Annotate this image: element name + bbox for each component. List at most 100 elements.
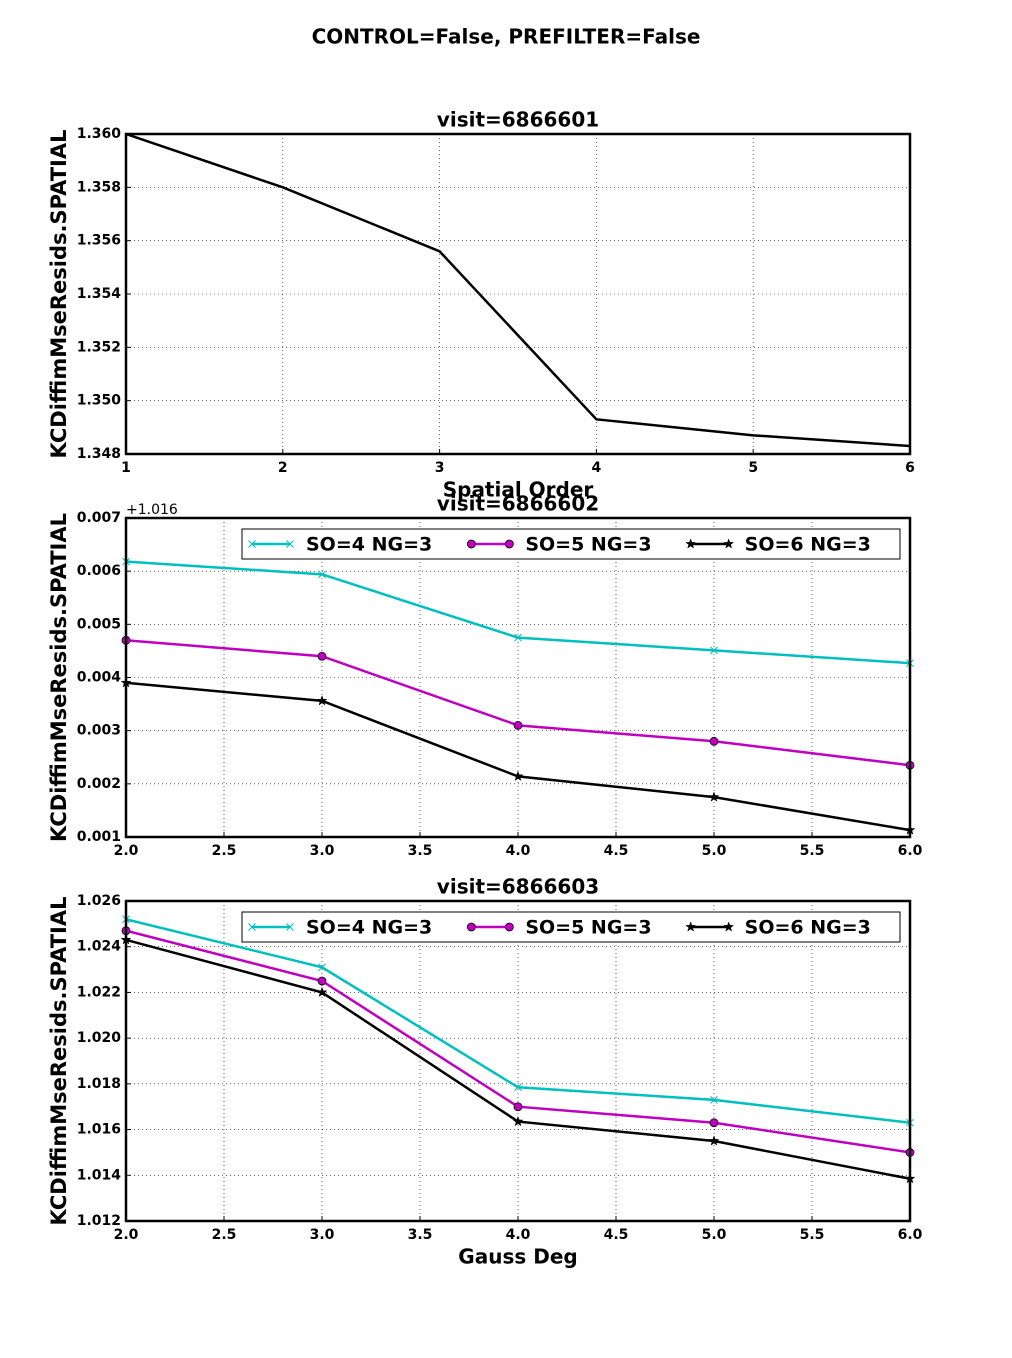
- x-tick-label: 5: [748, 460, 758, 476]
- marker: [316, 986, 328, 998]
- marker: [708, 1135, 720, 1146]
- marker: [504, 539, 514, 549]
- marker: [709, 1118, 719, 1128]
- x-tick-label: 2.0: [114, 843, 139, 859]
- series-line: [126, 134, 910, 448]
- x-axis-label: Spatial Order: [443, 478, 594, 502]
- y-tick-label: 1.024: [77, 939, 122, 955]
- y-tick-label: 0.007: [77, 510, 121, 526]
- x-tick-label: 5.0: [702, 1227, 727, 1243]
- marker: [723, 538, 735, 549]
- marker: [512, 770, 524, 782]
- marker: [514, 1083, 522, 1092]
- x-tick-label: 2: [278, 460, 288, 476]
- y-tick-label: 1.350: [77, 393, 122, 409]
- legend-label: SO=5 NG=3: [525, 534, 651, 556]
- x-tick-label: 1: [121, 460, 131, 476]
- y-tick-label: 0.001: [77, 829, 121, 845]
- marker-stroke: [318, 963, 326, 972]
- y-tick-label: 0.005: [77, 616, 121, 632]
- x-tick-label: 3.0: [310, 1227, 335, 1243]
- x-tick-label: 5.5: [800, 1227, 825, 1243]
- x-tick-label: 6.0: [898, 843, 923, 859]
- x-tick-label: 3.5: [408, 1227, 433, 1243]
- x-tick-label: 6.0: [898, 1227, 923, 1243]
- x-tick-label: 4.0: [506, 1227, 531, 1243]
- marker: [513, 720, 523, 730]
- axes-frame: [124, 899, 912, 1223]
- marker: [286, 923, 294, 931]
- y-tick-label: 1.358: [77, 179, 121, 195]
- marker: [723, 921, 735, 932]
- marker: [317, 976, 327, 986]
- marker-stroke: [248, 540, 256, 548]
- x-tick-label: 3: [435, 460, 445, 476]
- y-axis-label: KCDiffimMseResids.SPATIAL: [47, 513, 71, 842]
- y-tick-label: 1.026: [77, 893, 121, 909]
- y-tick-label: 1.020: [77, 1030, 122, 1046]
- series-line: [126, 681, 910, 832]
- marker: [466, 922, 476, 932]
- marker: [685, 538, 697, 549]
- x-tick-label: 4.0: [506, 843, 531, 859]
- marker-stroke: [710, 646, 718, 655]
- x-tick-label: 4.5: [604, 1227, 629, 1243]
- legend-label: SO=4 NG=3: [306, 534, 432, 556]
- marker: [709, 736, 719, 746]
- x-tick-label: 3.0: [310, 843, 335, 859]
- y-tick-label: 0.002: [77, 776, 121, 792]
- marker-stroke: [318, 570, 326, 579]
- x-tick-label: 5.0: [702, 843, 727, 859]
- legend-label: SO=6 NG=3: [745, 917, 871, 939]
- marker-stroke: [248, 923, 256, 931]
- x-axis-label: Gauss Deg: [458, 1245, 577, 1269]
- series-line: [126, 560, 910, 665]
- y-axis-label: KCDiffimMseResids.SPATIAL: [47, 897, 71, 1226]
- y-tick-label: 1.354: [77, 286, 122, 302]
- marker: [317, 651, 327, 661]
- marker: [512, 1115, 524, 1127]
- marker: [318, 963, 326, 972]
- series-line: [126, 938, 910, 1180]
- subplot-title: visit=6866602: [437, 492, 599, 516]
- legend-label: SO=4 NG=3: [306, 917, 432, 939]
- y-tick-label: 0.006: [77, 563, 121, 579]
- y-tick-label: 1.356: [77, 233, 121, 249]
- x-tick-label: 2.5: [212, 843, 237, 859]
- marker: [466, 539, 476, 549]
- axes-frame: [124, 132, 912, 456]
- marker: [248, 540, 256, 548]
- marker: [318, 570, 326, 579]
- legend-label: SO=6 NG=3: [745, 534, 871, 556]
- x-tick-label: 5.5: [800, 843, 825, 859]
- y-axis-label: KCDiffimMseResids.SPATIAL: [47, 130, 71, 459]
- marker-stroke: [514, 633, 522, 642]
- y-tick-label: 1.022: [77, 984, 121, 1000]
- y-tick-label: 1.018: [77, 1076, 121, 1092]
- y-tick-label: 0.004: [77, 670, 122, 686]
- marker: [710, 646, 718, 655]
- y-tick-label: 1.360: [77, 126, 122, 142]
- x-tick-label: 4: [592, 460, 602, 476]
- y-tick-label: 1.012: [77, 1213, 121, 1229]
- marker-stroke: [514, 1083, 522, 1092]
- marker: [513, 1102, 523, 1112]
- marker: [248, 923, 256, 931]
- subplot-title: visit=6866601: [437, 108, 599, 132]
- y-tick-label: 1.016: [77, 1122, 121, 1138]
- x-tick-label: 2.0: [114, 1227, 139, 1243]
- y-tick-label: 0.003: [77, 723, 121, 739]
- y-tick-label: 1.352: [77, 339, 121, 355]
- y-offset-text: +1.016: [126, 502, 178, 518]
- marker: [316, 695, 328, 706]
- figure-title: CONTROL=False, PREFILTER=False: [312, 25, 701, 49]
- marker-stroke: [286, 923, 294, 931]
- marker: [685, 921, 697, 932]
- legend-box: [241, 911, 901, 943]
- marker: [504, 922, 514, 932]
- x-tick-label: 2.5: [212, 1227, 237, 1243]
- x-tick-label: 4.5: [604, 843, 629, 859]
- marker: [710, 1096, 718, 1104]
- axes-frame: [124, 516, 912, 839]
